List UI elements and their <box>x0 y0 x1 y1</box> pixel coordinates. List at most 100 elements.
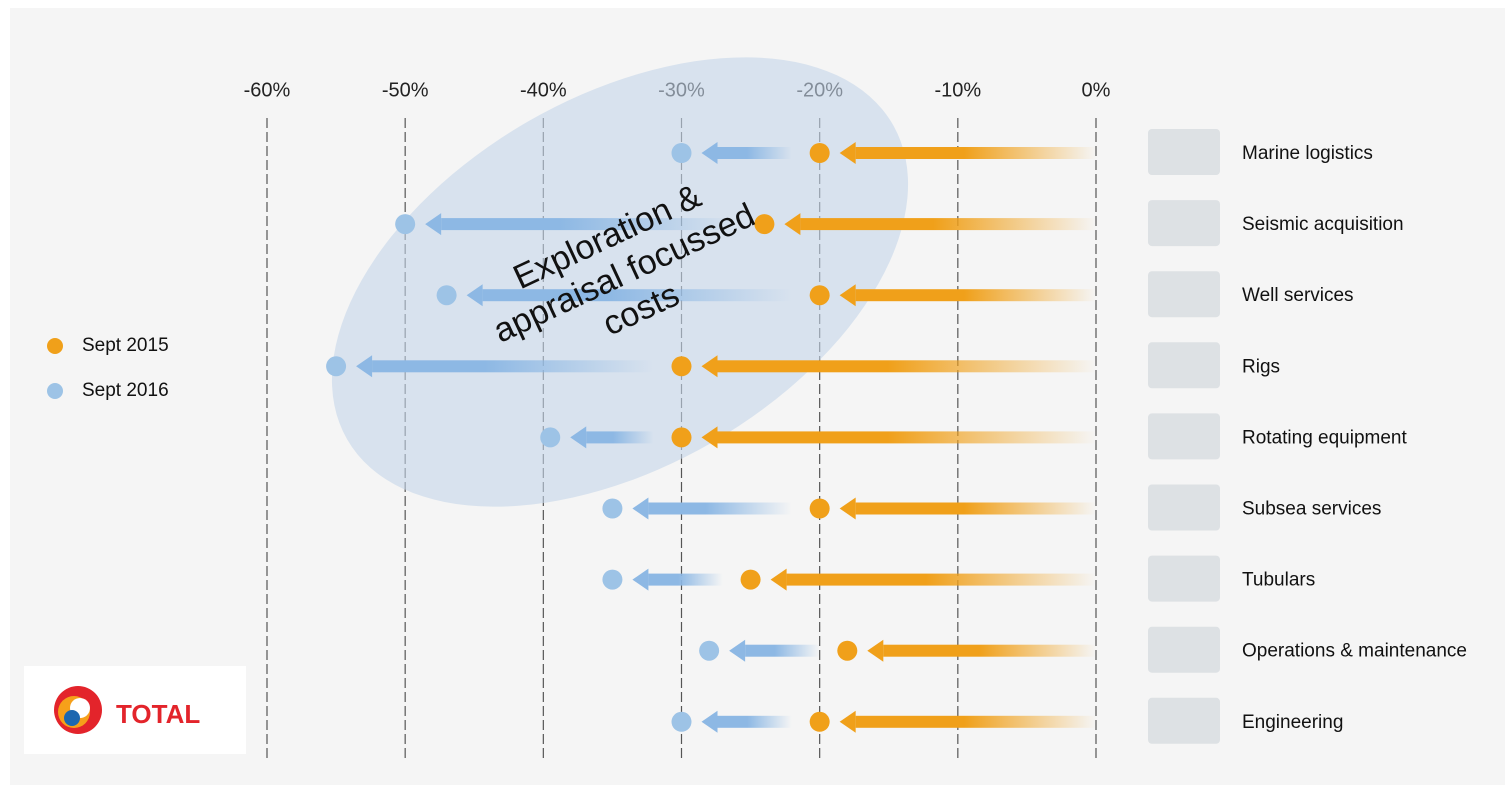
blue-arrow <box>729 639 820 662</box>
blue-arrow <box>425 213 737 236</box>
orange-arrow <box>770 568 1096 591</box>
orange-arrow <box>867 639 1096 662</box>
logo-mark <box>64 710 80 726</box>
blue-arrow-body <box>717 715 792 728</box>
dot-2016 <box>671 711 692 732</box>
category-label: Operations & maintenance <box>1242 641 1467 662</box>
blue-arrow-body <box>648 573 723 586</box>
x-tick-label: -10% <box>934 79 981 101</box>
orange-arrow-body <box>800 218 1096 231</box>
orange-arrow-head <box>701 355 718 378</box>
blue-arrow-head <box>701 142 718 164</box>
category-label: Engineering <box>1242 712 1343 733</box>
x-tick-label: 0% <box>1082 79 1111 101</box>
orange-arrow-head <box>839 142 856 164</box>
orange-arrow <box>839 710 1096 733</box>
dot-2016 <box>671 143 692 163</box>
orange-arrow-head <box>784 213 801 236</box>
blue-arrow-body <box>586 431 654 444</box>
dot-2016 <box>540 427 561 448</box>
category-icon <box>1148 413 1220 460</box>
dot-2016 <box>395 214 416 235</box>
blue-arrow-body <box>441 218 737 231</box>
orange-arrow-body <box>717 360 1096 373</box>
legend-label: Sept 2016 <box>82 380 169 401</box>
dot-2015 <box>740 569 761 590</box>
dot-2015 <box>809 711 830 732</box>
blue-arrow-head <box>466 284 483 307</box>
blue-arrow <box>701 142 792 164</box>
category-icon <box>1148 271 1220 318</box>
orange-arrow-body <box>855 715 1096 728</box>
orange-arrow <box>701 426 1096 449</box>
dot-2015 <box>809 143 830 163</box>
orange-arrow-head <box>839 497 856 520</box>
blue-arrow <box>632 568 723 591</box>
blue-arrow-body <box>717 147 792 159</box>
marks: Marine logistics Seismic acquisition Well … <box>326 129 1467 744</box>
orange-arrow-body <box>717 431 1096 444</box>
blue-arrow <box>701 710 792 733</box>
blue-arrow-head <box>356 355 373 378</box>
orange-arrow <box>701 355 1096 378</box>
x-tick-label: -40% <box>520 79 567 101</box>
orange-arrow <box>839 497 1096 520</box>
blue-arrow-head <box>729 639 746 662</box>
category-icon <box>1148 484 1220 531</box>
x-tick-label: -60% <box>244 79 291 101</box>
dot-2016 <box>699 640 720 661</box>
dot-2015 <box>809 285 830 306</box>
orange-arrow <box>784 213 1096 236</box>
blue-arrow <box>466 284 792 307</box>
category-label: Rotating equipment <box>1242 427 1407 448</box>
category-label: Seismic acquisition <box>1242 214 1404 235</box>
logo-text: TOTAL <box>116 699 200 729</box>
legend-dot <box>47 383 63 399</box>
dot-2015 <box>754 214 775 235</box>
dot-2015 <box>671 427 692 448</box>
category-label: Subsea services <box>1242 499 1381 520</box>
orange-arrow-body <box>855 502 1096 515</box>
orange-arrow-body <box>855 289 1096 302</box>
legend-dot <box>47 338 63 354</box>
dot-2015 <box>837 640 858 661</box>
orange-arrow-body <box>883 644 1096 657</box>
blue-arrow-body <box>648 502 792 515</box>
category-icon <box>1148 626 1220 673</box>
blue-arrow-head <box>570 426 587 449</box>
category-label: Well services <box>1242 285 1354 306</box>
orange-arrow <box>839 142 1096 164</box>
blue-arrow <box>632 497 792 520</box>
x-tick-label: -50% <box>382 79 429 101</box>
category-label: Marine logistics <box>1242 143 1373 164</box>
category-icon <box>1148 200 1220 247</box>
dot-2016 <box>326 356 347 377</box>
orange-arrow-body <box>855 147 1096 159</box>
category-icon <box>1148 555 1220 602</box>
blue-arrow-head <box>632 497 649 520</box>
blue-arrow <box>570 426 654 449</box>
blue-arrow <box>356 355 654 378</box>
dot-2015 <box>671 356 692 377</box>
orange-arrow-body <box>786 573 1096 586</box>
legend-label: Sept 2015 <box>82 335 169 356</box>
highlight-ellipse <box>331 57 909 507</box>
orange-arrow <box>839 284 1096 307</box>
blue-arrow-body <box>372 360 654 373</box>
orange-arrow-head <box>770 568 787 591</box>
blue-arrow-head <box>425 213 442 236</box>
orange-arrow-head <box>839 284 856 307</box>
dot-2015 <box>809 498 830 519</box>
category-label: Rigs <box>1242 356 1280 377</box>
orange-arrow-head <box>839 710 856 733</box>
dot-2016 <box>436 285 457 306</box>
category-label: Tubulars <box>1242 570 1315 591</box>
blue-arrow-head <box>632 568 649 591</box>
blue-arrow-body <box>482 289 792 302</box>
category-icon <box>1148 697 1220 744</box>
blue-arrow-body <box>745 644 820 657</box>
dot-2016 <box>602 498 623 519</box>
category-icon <box>1148 342 1220 389</box>
